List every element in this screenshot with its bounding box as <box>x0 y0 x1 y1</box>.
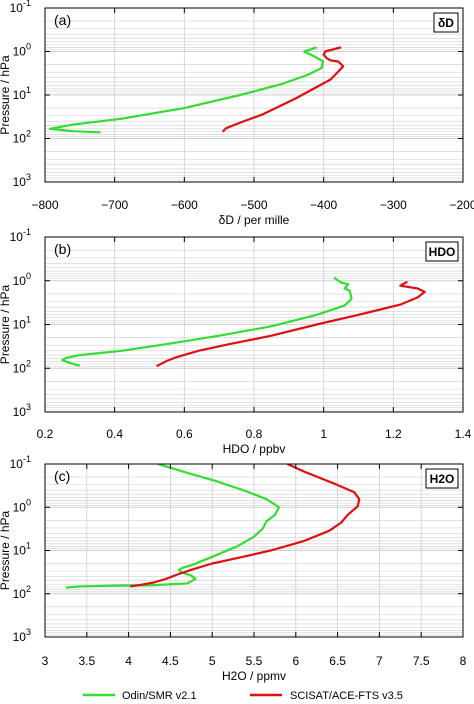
y-tick-label: 102 <box>13 129 31 146</box>
ace-series-line <box>156 280 426 368</box>
x-tick-label: 4.5 <box>162 654 179 668</box>
x-tick-label: −300 <box>380 198 407 212</box>
legend-ace-label: SCISAT/ACE-FTS v3.5 <box>290 690 403 702</box>
x-tick-label: −500 <box>240 198 267 212</box>
x-tick-label: −400 <box>310 198 337 212</box>
odin-series-line <box>48 46 325 134</box>
y-tick-label: 100 <box>13 42 31 59</box>
x-tick-label: 0.8 <box>246 427 263 441</box>
y-tick-label: 10-1 <box>10 227 31 244</box>
x-tick-label: 0.4 <box>106 427 123 441</box>
x-tick-label: 6.5 <box>329 654 346 668</box>
x-tick-label: 6 <box>292 654 299 668</box>
x-tick-label: 1.4 <box>455 427 472 441</box>
panel-tag: HDO <box>429 245 456 259</box>
panel-tag-box <box>425 468 459 489</box>
x-tick-label: 1.2 <box>385 427 402 441</box>
x-axis-label: δD / per mille <box>219 213 290 227</box>
y-tick-label: 101 <box>13 85 31 102</box>
x-tick-label: 5 <box>209 654 216 668</box>
panel-label: (a) <box>54 12 71 28</box>
y-tick-label: 103 <box>13 172 31 189</box>
y-tick-label: 103 <box>13 402 31 419</box>
ace-series-line <box>130 464 361 588</box>
y-axis-label: Pressure / hPa <box>0 510 12 590</box>
y-tick-label: 103 <box>13 627 31 644</box>
odin-series-line <box>61 276 353 367</box>
y-tick-label: 102 <box>13 584 31 601</box>
x-tick-label: 5.5 <box>246 654 263 668</box>
y-tick-label: 101 <box>13 541 31 558</box>
y-tick-label: 10-1 <box>10 0 31 15</box>
ace-series-line <box>221 46 345 133</box>
x-tick-label: 7 <box>376 654 383 668</box>
panel-tag: H2O <box>430 472 455 486</box>
panel-tag-box <box>425 241 459 262</box>
panel-label: (b) <box>54 241 71 257</box>
x-tick-label: 8 <box>460 654 467 668</box>
y-axis-label: Pressure / hPa <box>0 284 12 364</box>
x-axis-label: HDO / ppbv <box>223 442 286 456</box>
panel-tag: δD <box>438 16 454 30</box>
x-tick-label: 0.2 <box>37 427 54 441</box>
odin-series-line <box>65 464 281 589</box>
x-tick-label: −800 <box>31 198 58 212</box>
legend-odin-label: Odin/SMR v2.1 <box>122 690 197 702</box>
y-tick-label: 10-1 <box>10 454 31 471</box>
x-tick-label: −200 <box>449 198 474 212</box>
y-axis-label: Pressure / hPa <box>0 55 12 135</box>
panel-1 <box>44 7 464 183</box>
y-tick-label: 101 <box>13 315 31 332</box>
x-tick-label: 3.5 <box>78 654 95 668</box>
panel-2 <box>44 236 464 413</box>
panel-tag-box <box>433 12 459 33</box>
panel-label: (c) <box>54 468 70 484</box>
panel-3 <box>44 463 464 638</box>
x-tick-label: −700 <box>101 198 128 212</box>
x-tick-label: 7.5 <box>413 654 430 668</box>
y-tick-label: 100 <box>13 497 31 514</box>
x-tick-label: 3 <box>42 654 49 668</box>
x-tick-label: −600 <box>171 198 198 212</box>
y-tick-label: 102 <box>13 358 31 375</box>
x-axis-label: H2O / ppmv <box>222 669 286 683</box>
x-tick-label: 4 <box>125 654 132 668</box>
y-tick-label: 100 <box>13 271 31 288</box>
x-tick-label: 0.6 <box>176 427 193 441</box>
x-tick-label: 1 <box>320 427 327 441</box>
